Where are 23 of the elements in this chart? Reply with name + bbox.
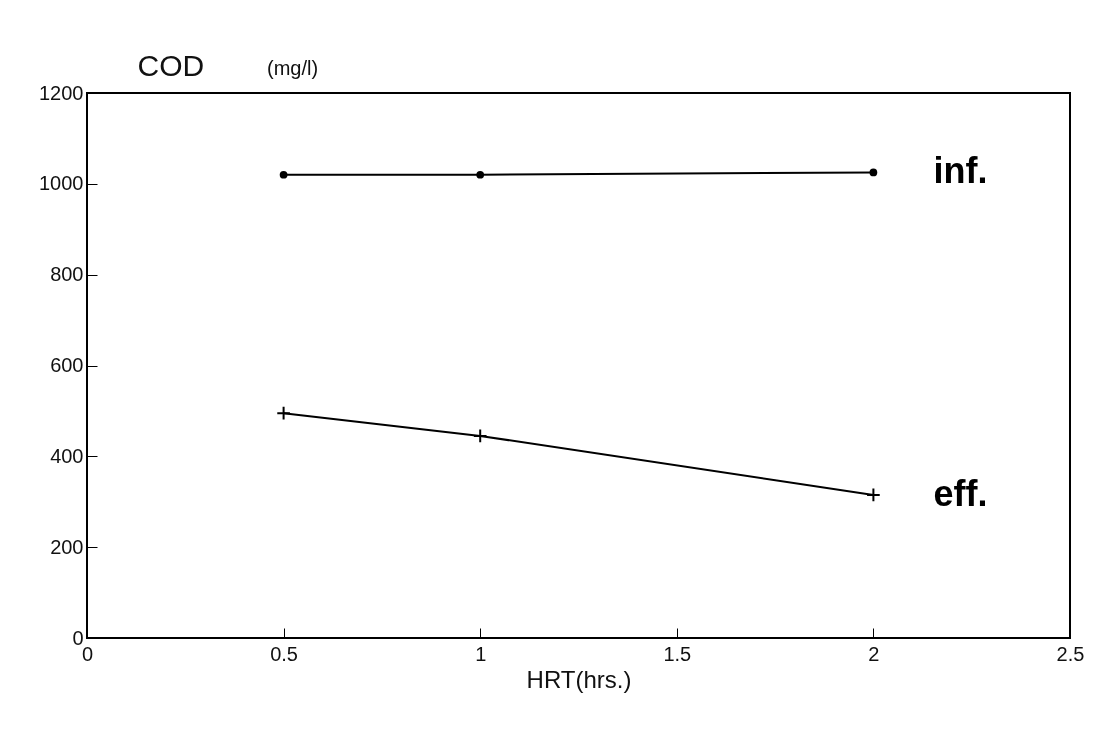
x-tick-label: 2 [868,642,880,665]
point [472,428,488,444]
point [866,487,881,503]
y-tick-label: 600 [50,354,84,376]
x-tick-label: 1 [475,642,487,665]
y-tick-label: 1000 [39,172,84,195]
y-tick-label: 400 [50,444,84,467]
y-tick-label: 1200 [39,81,84,104]
point [869,168,878,177]
x-tick-label: 1.5 [663,642,692,665]
x-axis-title: HRT(hrs.) [526,665,632,693]
x-tick-label: 0.5 [270,642,299,665]
y-tick-label: 0 [72,626,84,649]
y-tick-label: 200 [50,535,84,558]
series-label: inf. [933,150,988,192]
point [476,170,485,179]
y-axis-title: COD [137,48,205,82]
series-label: eff. [933,472,988,514]
x-tick-label: 2.5 [1056,642,1085,665]
point [276,405,291,421]
text: (mg/l) [267,57,319,79]
point [279,170,288,179]
y-tick-label: 800 [50,263,84,286]
